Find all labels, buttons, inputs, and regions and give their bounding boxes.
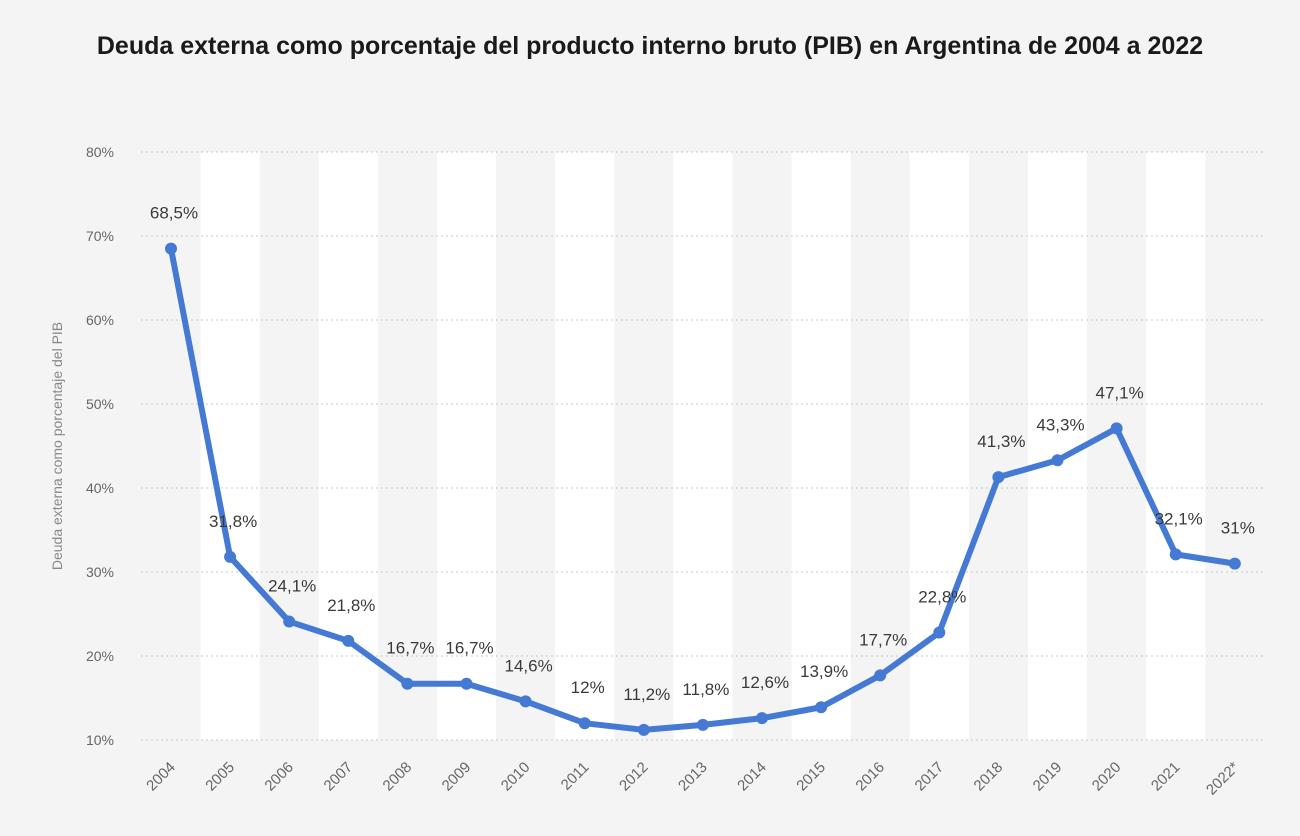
- x-tick-label: 2004: [143, 759, 179, 795]
- data-points: [165, 242, 1241, 736]
- data-label: 11,8%: [682, 680, 729, 699]
- column-band: [673, 152, 733, 740]
- x-tick-label: 2007: [321, 759, 357, 795]
- data-point: [342, 634, 355, 647]
- data-point: [815, 701, 828, 714]
- column-band: [909, 152, 969, 740]
- x-tick-label: 2009: [439, 759, 475, 795]
- x-tick-label: 2011: [558, 759, 593, 794]
- column-band: [791, 152, 851, 740]
- data-label: 68,5%: [150, 204, 198, 223]
- data-label: 31%: [1221, 519, 1255, 538]
- x-tick-label: 2021: [1148, 759, 1184, 795]
- column-band: [1027, 152, 1088, 740]
- data-point: [756, 712, 768, 725]
- chart-title: Deuda externa como porcentaje del produc…: [96, 32, 1204, 60]
- data-point: [1110, 422, 1123, 435]
- data-point: [460, 677, 473, 690]
- data-label: 12,6%: [741, 673, 789, 692]
- data-label: 31,8%: [209, 512, 257, 531]
- data-label: 17,7%: [859, 630, 907, 649]
- x-tick-label: 2016: [852, 759, 888, 795]
- alternating-column-bands: [200, 152, 1206, 740]
- data-label: 13,9%: [800, 662, 848, 681]
- x-tick-label: 2015: [793, 759, 829, 795]
- x-axis-ticks: 2004 2005 2006 2007 2008 2009 2010 2011 2012 2013…: [143, 759, 1243, 799]
- y-tick-label: 40%: [86, 480, 114, 496]
- y-tick-label: 20%: [86, 648, 114, 664]
- data-label: 14,6%: [504, 656, 552, 675]
- data-label: 16,7%: [386, 639, 434, 658]
- column-band: [436, 152, 497, 740]
- x-tick-label: 2022*: [1203, 759, 1243, 799]
- data-point: [283, 615, 296, 628]
- column-band: [318, 152, 378, 740]
- data-point: [637, 723, 650, 736]
- x-tick-label: 2005: [202, 759, 238, 795]
- data-label: 41,3%: [977, 432, 1025, 451]
- y-axis-ticks: 10% 20% 30% 40% 50% 60% 70% 80%: [86, 144, 114, 748]
- y-tick-label: 30%: [86, 564, 114, 580]
- x-tick-label: 2012: [616, 759, 652, 795]
- x-tick-label: 2008: [380, 759, 416, 795]
- data-point: [1051, 454, 1064, 467]
- data-point: [1169, 548, 1182, 561]
- column-band: [1146, 152, 1206, 740]
- data-point: [519, 695, 532, 708]
- data-point: [933, 626, 946, 639]
- data-point: [696, 718, 709, 731]
- data-label: 32,1%: [1155, 509, 1203, 528]
- data-label: 12%: [571, 678, 605, 697]
- y-tick-label: 50%: [86, 396, 114, 412]
- data-label: 21,8%: [327, 596, 375, 615]
- x-tick-label: 2010: [498, 759, 534, 795]
- data-point: [578, 717, 591, 730]
- data-point: [992, 471, 1005, 484]
- data-point: [401, 677, 414, 690]
- x-tick-label: 2018: [971, 759, 1007, 795]
- data-point: [1228, 557, 1241, 570]
- data-point: [224, 550, 237, 563]
- data-label: 22,8%: [918, 587, 966, 606]
- column-band: [555, 152, 615, 740]
- data-point: [874, 669, 887, 682]
- y-tick-label: 70%: [86, 228, 114, 244]
- y-tick-label: 80%: [86, 144, 114, 160]
- data-label: 43,3%: [1036, 415, 1084, 434]
- x-tick-label: 2019: [1030, 759, 1066, 795]
- y-tick-label: 10%: [86, 732, 114, 748]
- data-label: 11,2%: [623, 685, 670, 704]
- x-tick-label: 2013: [675, 759, 711, 795]
- data-point: [165, 242, 177, 255]
- data-label: 47,1%: [1095, 383, 1143, 402]
- x-tick-label: 2006: [261, 759, 297, 795]
- x-tick-label: 2017: [912, 759, 948, 795]
- x-tick-label: 2020: [1089, 759, 1125, 795]
- data-label: 16,7%: [445, 639, 493, 658]
- data-labels: 68,5% 31,8% 24,1% 21,8% 16,7% 16,7% 14,6% 12% 11…: [150, 204, 1255, 704]
- data-label: 24,1%: [268, 577, 316, 596]
- y-tick-label: 60%: [86, 312, 114, 328]
- x-tick-label: 2014: [734, 759, 770, 795]
- y-axis-label: Deuda externa como porcentaje del PIB: [49, 322, 65, 570]
